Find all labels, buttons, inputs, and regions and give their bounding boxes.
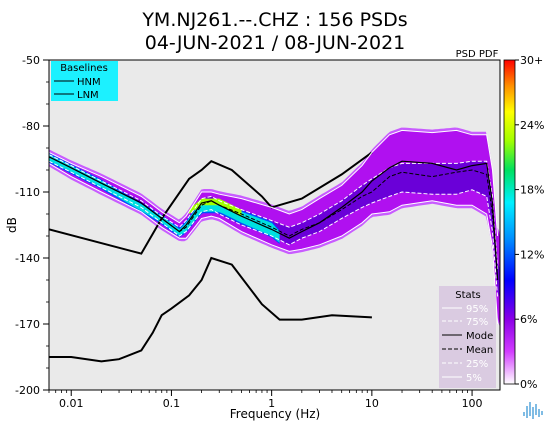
x-axis-label: Frequency (Hz) — [230, 407, 321, 421]
y-tick-label: -200 — [15, 384, 40, 397]
colorbar — [503, 59, 516, 385]
x-axis: 0.01 0.1 1 10 100 — [48, 390, 483, 410]
colorbar-ticks: 30+ 24% 18% 12% 6% 0% — [515, 54, 544, 391]
x-tick-label: 0.1 — [163, 397, 181, 410]
x-tick-label: 1 — [268, 397, 275, 410]
p25-legend-label: 25% — [466, 359, 488, 370]
stat-curves — [49, 129, 499, 325]
plot-frame — [48, 59, 501, 391]
stats-legend: Stats 95% 75% Mode Mean 25% 5% — [439, 286, 496, 388]
logo-icon — [520, 398, 546, 420]
colorbar-tick-label: 30+ — [520, 54, 543, 67]
p95-legend-label: 95% — [466, 304, 488, 315]
colorbar-tick-label: 0% — [520, 378, 537, 391]
y-tick-label: -80 — [22, 120, 40, 133]
p75-curve — [49, 154, 499, 270]
stats-legend-title: Stats — [455, 290, 481, 301]
colorbar-tick-label: 18% — [520, 184, 544, 197]
x-tick-label: 10 — [365, 397, 379, 410]
y-tick-label: -50 — [22, 54, 40, 67]
colorbar-tick-label: 6% — [520, 313, 537, 326]
p25-curve — [49, 160, 499, 298]
colorbar-label: PSD PDF — [456, 49, 499, 60]
p95-curve — [49, 129, 499, 237]
baselines-legend: Baselines HNM LNM — [51, 61, 118, 101]
y-axis: -50 -80 -110 -140 -170 -200 — [15, 54, 49, 397]
y-tick-label: -110 — [15, 186, 40, 199]
y-tick-label: -170 — [15, 318, 40, 331]
p5-curve — [49, 162, 499, 325]
lnm-legend-label: LNM — [77, 90, 99, 101]
y-axis-label: dB — [5, 217, 19, 233]
colorbar-tick-label: 24% — [520, 119, 544, 132]
stats-legend-box — [439, 286, 496, 388]
y-tick-label: -140 — [15, 252, 40, 265]
p5-legend-label: 5% — [466, 373, 482, 384]
x-tick-label: 0.01 — [59, 397, 84, 410]
chart-title-line1: YM.NJ261.--.CHZ : 156 PSDs — [141, 9, 407, 31]
lnm-curve — [49, 256, 372, 363]
mean-legend-label: Mean — [466, 345, 493, 356]
hnm-legend-label: HNM — [77, 77, 101, 88]
mode-legend-label: Mode — [466, 331, 493, 342]
colorbar-tick-label: 12% — [520, 248, 544, 261]
density-high-band — [49, 153, 280, 245]
baselines-legend-title: Baselines — [60, 63, 108, 74]
mean-curve — [49, 156, 499, 281]
x-tick-label: 100 — [462, 397, 483, 410]
p75-legend-label: 75% — [466, 317, 488, 328]
chart-title-line2: 04-JUN-2021 / 08-JUN-2021 — [145, 32, 406, 54]
